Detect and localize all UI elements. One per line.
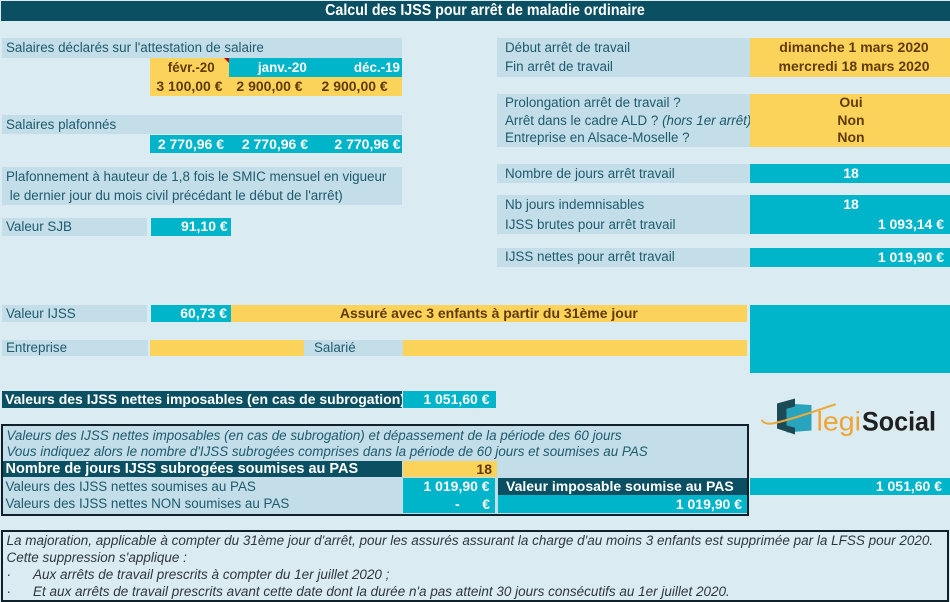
svg-text:Social: Social [862,407,936,437]
svg-text:legi: legi [817,407,862,437]
